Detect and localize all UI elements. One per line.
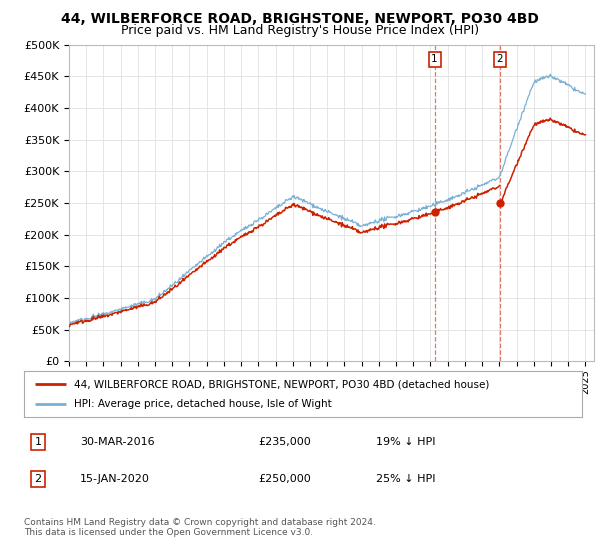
Text: Contains HM Land Registry data © Crown copyright and database right 2024.
This d: Contains HM Land Registry data © Crown c… <box>24 518 376 538</box>
Text: 44, WILBERFORCE ROAD, BRIGHSTONE, NEWPORT, PO30 4BD: 44, WILBERFORCE ROAD, BRIGHSTONE, NEWPOR… <box>61 12 539 26</box>
Text: 1: 1 <box>34 437 41 447</box>
Text: 2: 2 <box>497 54 503 64</box>
Text: 19% ↓ HPI: 19% ↓ HPI <box>376 437 435 447</box>
Text: HPI: Average price, detached house, Isle of Wight: HPI: Average price, detached house, Isle… <box>74 399 332 409</box>
Text: 1: 1 <box>431 54 438 64</box>
Text: Price paid vs. HM Land Registry's House Price Index (HPI): Price paid vs. HM Land Registry's House … <box>121 24 479 36</box>
Text: £235,000: £235,000 <box>259 437 311 447</box>
Text: 30-MAR-2016: 30-MAR-2016 <box>80 437 154 447</box>
Text: £250,000: £250,000 <box>259 474 311 484</box>
Text: 44, WILBERFORCE ROAD, BRIGHSTONE, NEWPORT, PO30 4BD (detached house): 44, WILBERFORCE ROAD, BRIGHSTONE, NEWPOR… <box>74 379 490 389</box>
Text: 25% ↓ HPI: 25% ↓ HPI <box>376 474 435 484</box>
Text: 15-JAN-2020: 15-JAN-2020 <box>80 474 149 484</box>
Text: 2: 2 <box>34 474 41 484</box>
